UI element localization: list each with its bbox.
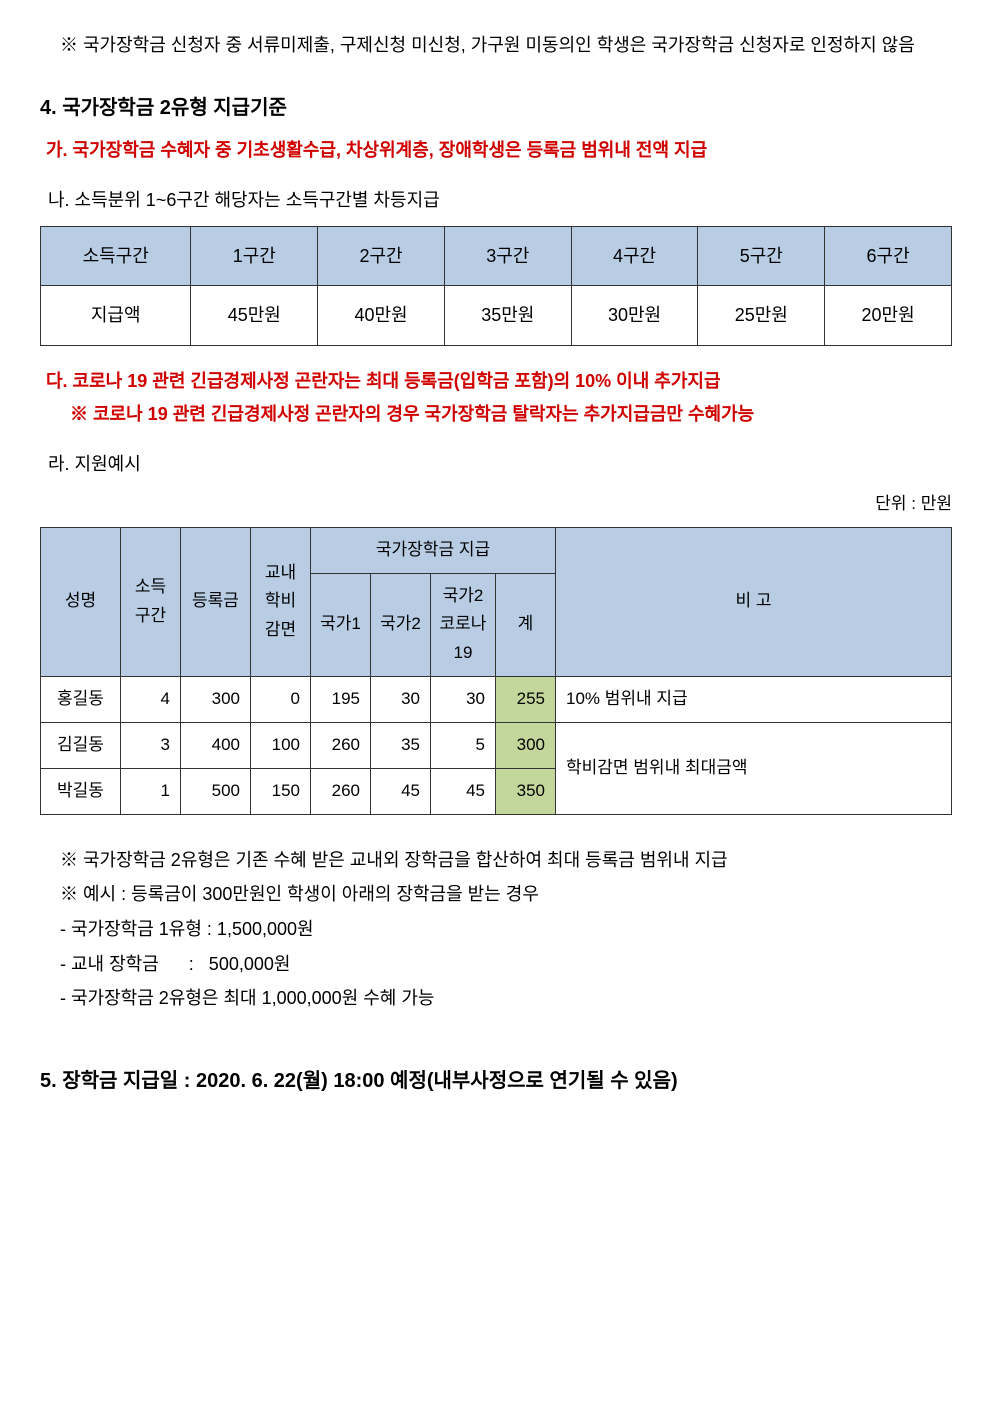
note-3: - 교내 장학금 : 500,000원: [60, 949, 952, 980]
t2-r0-n2c: 30: [431, 677, 496, 723]
note-2: - 국가장학금 1유형 : 1,500,000원: [60, 914, 952, 945]
t2-r1-t: 400: [181, 723, 251, 769]
example-table: 성명 소득 구간 등록금 교내 학비 감면 국가장학금 지급 비 고 국가1 국…: [40, 527, 952, 815]
t1-c5: 25만원: [698, 286, 825, 346]
t2-h-incut: 교내 학비 감면: [251, 527, 311, 677]
income-bracket-table: 소득구간 1구간 2구간 3구간 4구간 5구간 6구간 지급액 45만원 40…: [40, 226, 952, 346]
t2-h-remark: 비 고: [556, 527, 952, 677]
note-0: ※ 국가장학금 2유형은 기존 수혜 받은 교내외 장학금을 합산하여 최대 등…: [60, 845, 952, 876]
t2-r1-c: 100: [251, 723, 311, 769]
t2-h-name: 성명: [41, 527, 121, 677]
section-4-na: 나. 소득분위 1~6구간 해당자는 소득구간별 차등지급: [48, 185, 952, 216]
t1-c4: 30만원: [571, 286, 698, 346]
note-4: - 국가장학금 2유형은 최대 1,000,000원 수혜 가능: [60, 983, 952, 1014]
t1-h1: 1구간: [191, 226, 318, 286]
t2-h-n2c: 국가2 코로나 19: [431, 573, 496, 677]
t1-c1: 45만원: [191, 286, 318, 346]
unit-label: 단위 : 만원: [40, 490, 952, 519]
t2-h-nat: 국가장학금 지급: [311, 527, 556, 573]
note-1: ※ 예시 : 등록금이 300만원인 학생이 아래의 장학금을 받는 경우: [60, 879, 952, 910]
t2-r2-c: 150: [251, 768, 311, 814]
t2-r0-n2: 30: [371, 677, 431, 723]
t2-r1-n2c: 5: [431, 723, 496, 769]
t1-h3: 3구간: [444, 226, 571, 286]
t2-r2-t: 500: [181, 768, 251, 814]
t2-r1-n2: 35: [371, 723, 431, 769]
t2-r2-n2c: 45: [431, 768, 496, 814]
section-4-da-2: ※ 코로나 19 관련 긴급경제사정 곤란자의 경우 국가장학금 탈락자는 추가…: [70, 399, 952, 430]
t2-h-n1: 국가1: [311, 573, 371, 677]
t1-c2: 40만원: [318, 286, 445, 346]
section-4-ra: 라. 지원예시: [48, 449, 952, 480]
t2-merged-remark: 학비감면 범위내 최대금액: [556, 723, 952, 815]
section-5-title: 5. 장학금 지급일 : 2020. 6. 22(월) 18:00 예정(내부사…: [40, 1064, 952, 1098]
top-note: ※ 국가장학금 신청자 중 서류미제출, 구제신청 미신청, 가구원 미동의인 …: [60, 30, 952, 61]
t2-h-bracket: 소득 구간: [121, 527, 181, 677]
t1-c3: 35만원: [444, 286, 571, 346]
t1-h4: 4구간: [571, 226, 698, 286]
t2-r2-b: 1: [121, 768, 181, 814]
t2-r1-sum: 300: [496, 723, 556, 769]
section-4-title: 4. 국가장학금 2유형 지급기준: [40, 91, 952, 125]
t2-r0-n1: 195: [311, 677, 371, 723]
t1-c6: 20만원: [825, 286, 952, 346]
t2-r1-b: 3: [121, 723, 181, 769]
section-4-da-1: 다. 코로나 19 관련 긴급경제사정 곤란자는 최대 등록금(입학금 포함)의…: [46, 366, 952, 397]
t2-r0-name: 홍길동: [41, 677, 121, 723]
t2-r1-n1: 260: [311, 723, 371, 769]
t2-r2-n1: 260: [311, 768, 371, 814]
t2-r1-name: 김길동: [41, 723, 121, 769]
t2-r0-sum: 255: [496, 677, 556, 723]
t1-h0: 소득구간: [41, 226, 191, 286]
t2-r0-c: 0: [251, 677, 311, 723]
t1-rowlabel: 지급액: [41, 286, 191, 346]
t2-h-tuition: 등록금: [181, 527, 251, 677]
t2-r0-remark: 10% 범위내 지급: [556, 677, 952, 723]
t2-r2-n2: 45: [371, 768, 431, 814]
t2-h-n2: 국가2: [371, 573, 431, 677]
t1-h6: 6구간: [825, 226, 952, 286]
notes-block: ※ 국가장학금 2유형은 기존 수혜 받은 교내외 장학금을 합산하여 최대 등…: [60, 845, 952, 1014]
t1-h5: 5구간: [698, 226, 825, 286]
t1-h2: 2구간: [318, 226, 445, 286]
t2-r0-b: 4: [121, 677, 181, 723]
t2-r0-t: 300: [181, 677, 251, 723]
t2-h-sum: 계: [496, 573, 556, 677]
t2-r2-sum: 350: [496, 768, 556, 814]
t2-r2-name: 박길동: [41, 768, 121, 814]
section-4-ga: 가. 국가장학금 수혜자 중 기초생활수급, 차상위계층, 장애학생은 등록금 …: [46, 135, 952, 166]
